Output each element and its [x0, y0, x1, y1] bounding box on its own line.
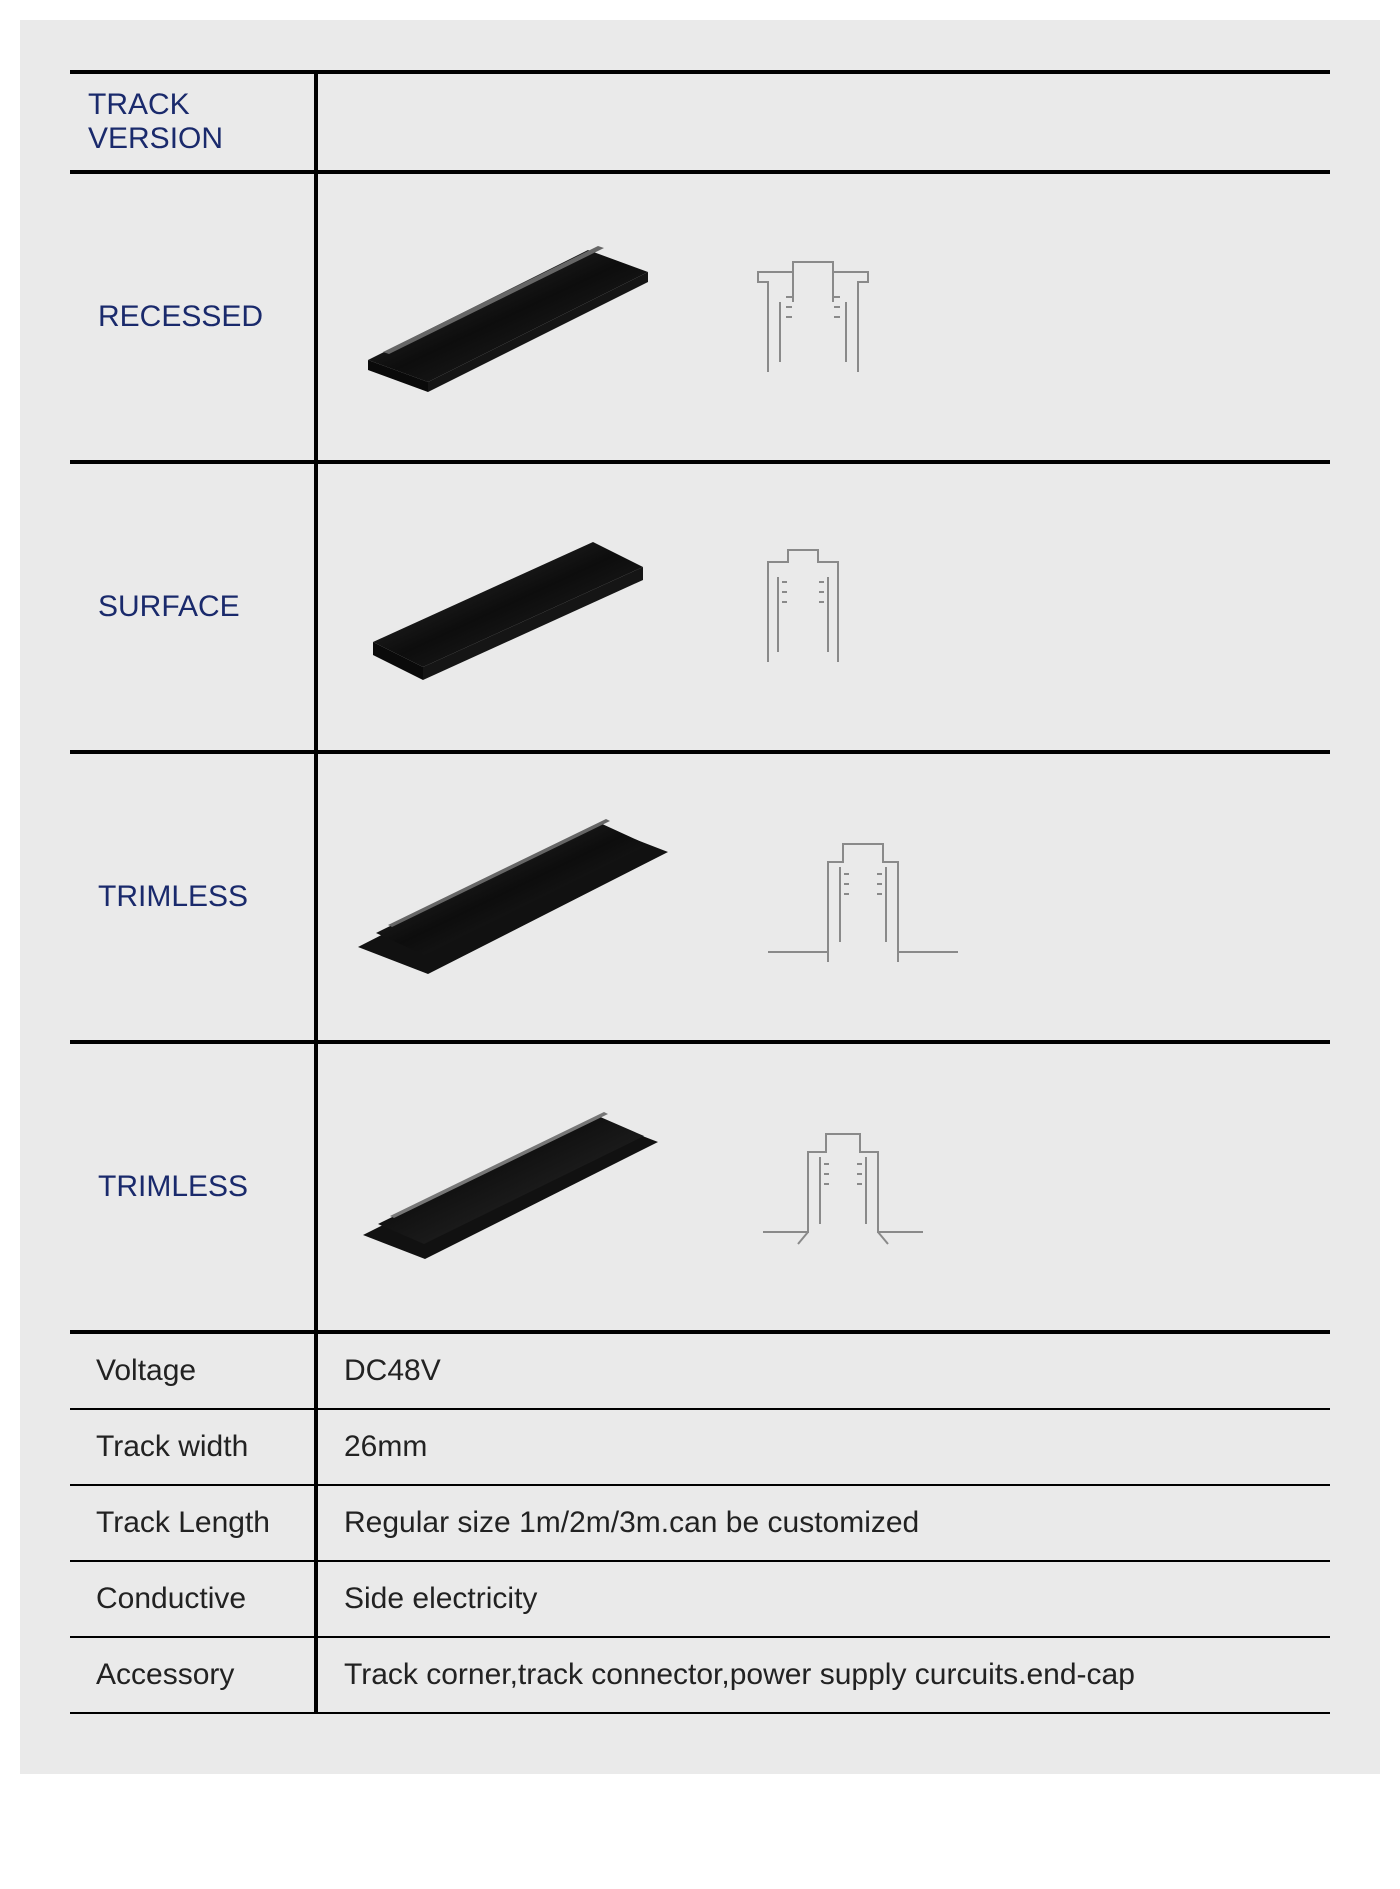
version-row-trimless-1: TRIMLESS: [70, 752, 1330, 1042]
spec-key: Track width: [70, 1409, 316, 1485]
header-title: TRACK VERSION: [70, 72, 316, 172]
spec-sheet: TRACK VERSION RECESSED: [20, 20, 1380, 1774]
profile-trimless-1: [758, 822, 968, 972]
profile-surface: [738, 532, 868, 682]
spec-key: Track Length: [70, 1485, 316, 1561]
version-row-trimless-2: TRIMLESS: [70, 1042, 1330, 1332]
version-images: [316, 462, 1330, 752]
spec-row-track-length: Track Length Regular size 1m/2m/3m.can b…: [70, 1485, 1330, 1561]
spec-row-conductive: Conductive Side electricity: [70, 1561, 1330, 1637]
version-label: TRIMLESS: [70, 1042, 316, 1332]
version-label: TRIMLESS: [70, 752, 316, 1042]
track-version-table: TRACK VERSION RECESSED: [70, 70, 1330, 1714]
version-label: SURFACE: [70, 462, 316, 752]
header-spacer: [316, 72, 1330, 172]
header-row: TRACK VERSION: [70, 72, 1330, 172]
version-images: [316, 1042, 1330, 1332]
spec-value: Regular size 1m/2m/3m.can be customized: [316, 1485, 1330, 1561]
profile-trimless-2: [748, 1112, 938, 1262]
version-row-recessed: RECESSED: [70, 172, 1330, 462]
spec-key: Voltage: [70, 1332, 316, 1409]
track-render-recessed: [348, 232, 658, 402]
spec-row-voltage: Voltage DC48V: [70, 1332, 1330, 1409]
spec-value: 26mm: [316, 1409, 1330, 1485]
profile-recessed: [738, 242, 888, 392]
version-label: RECESSED: [70, 172, 316, 462]
track-render-surface: [348, 522, 658, 692]
track-render-trimless-1: [348, 807, 678, 987]
track-render-trimless-2: [348, 1100, 668, 1275]
version-images: [316, 752, 1330, 1042]
spec-value: Track corner,track connector,power suppl…: [316, 1637, 1330, 1713]
spec-row-track-width: Track width 26mm: [70, 1409, 1330, 1485]
version-images: [316, 172, 1330, 462]
spec-row-accessory: Accessory Track corner,track connector,p…: [70, 1637, 1330, 1713]
spec-key: Accessory: [70, 1637, 316, 1713]
spec-value: Side electricity: [316, 1561, 1330, 1637]
spec-key: Conductive: [70, 1561, 316, 1637]
spec-value: DC48V: [316, 1332, 1330, 1409]
version-row-surface: SURFACE: [70, 462, 1330, 752]
